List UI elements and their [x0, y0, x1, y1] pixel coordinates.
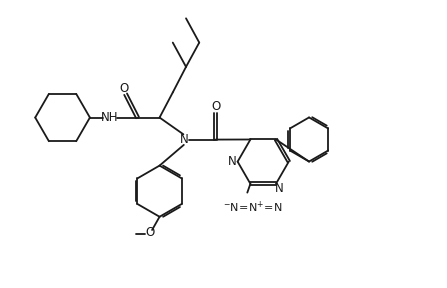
Text: $^{-}$N$\!=\!$N$^{+}\!=\!$N: $^{-}$N$\!=\!$N$^{+}\!=\!$N: [223, 200, 283, 215]
Text: NH: NH: [101, 111, 118, 124]
Text: N: N: [228, 155, 236, 168]
Text: N: N: [274, 182, 283, 195]
Text: N: N: [179, 133, 188, 146]
Text: O: O: [119, 82, 128, 94]
Text: O: O: [145, 226, 155, 239]
Text: O: O: [211, 101, 220, 113]
